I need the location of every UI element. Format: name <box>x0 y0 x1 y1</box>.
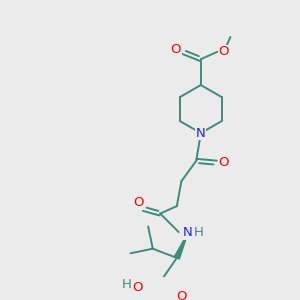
Polygon shape <box>174 233 188 259</box>
Text: O: O <box>134 196 144 209</box>
Text: O: O <box>132 281 142 294</box>
Text: O: O <box>219 156 229 169</box>
Text: O: O <box>219 45 229 58</box>
Text: O: O <box>176 290 187 300</box>
Text: H: H <box>194 226 204 239</box>
Text: N: N <box>196 127 206 140</box>
Text: N: N <box>183 226 193 239</box>
Text: O: O <box>171 44 181 56</box>
Text: H: H <box>122 278 132 291</box>
